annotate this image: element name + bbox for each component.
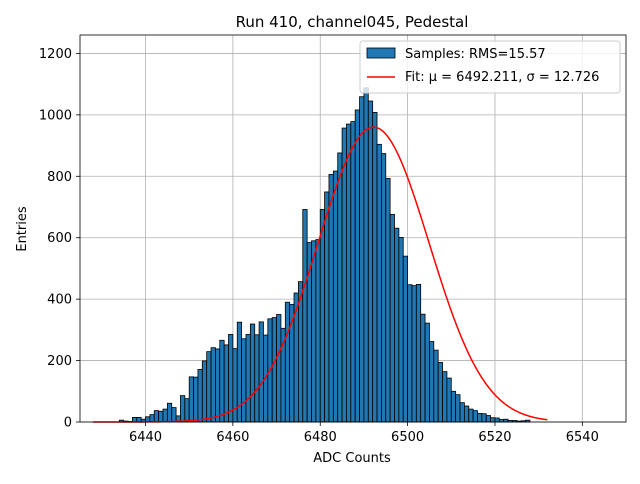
y-axis-label: Entries: [15, 206, 30, 252]
histogram-bar: [354, 109, 360, 423]
y-tick-label: 1200: [39, 47, 72, 62]
x-tick-label: 6500: [391, 430, 424, 445]
histogram-bar: [180, 395, 186, 423]
histogram-bar: [258, 321, 264, 423]
histogram-bar: [158, 410, 164, 423]
histogram-bar: [407, 284, 413, 423]
histogram-bar: [311, 240, 317, 423]
histogram-bar: [210, 347, 216, 423]
legend-swatch-samples: [366, 47, 396, 59]
histogram-bar: [337, 152, 343, 423]
histogram-bar: [363, 87, 369, 423]
legend-box: [359, 40, 621, 94]
plot-frame: [79, 34, 627, 423]
legend-label-samples: Samples: RMS=15.57: [405, 47, 546, 62]
histogram-bar: [171, 407, 177, 423]
histogram-bar: [332, 170, 339, 423]
y-tick-label: 400: [47, 293, 72, 308]
histogram-bar: [201, 360, 208, 423]
y-tick-label: 200: [47, 354, 72, 369]
histogram-bar: [219, 339, 225, 423]
histogram-bar: [162, 408, 168, 423]
histogram-bar: [481, 413, 487, 423]
histogram-bar: [276, 314, 282, 423]
histogram-bar: [446, 377, 452, 423]
histogram-bar: [249, 323, 256, 423]
histogram-bar: [328, 174, 334, 423]
x-tick-label: 6520: [478, 430, 511, 445]
histogram-bar: [376, 143, 382, 423]
x-tick-label: 6460: [216, 430, 249, 445]
histogram-bar: [485, 415, 491, 423]
histogram-bar: [188, 376, 194, 423]
y-axis-ticks: 0 200 400 600 800 1000 1200: [39, 47, 80, 431]
histogram-bar: [402, 255, 408, 423]
histogram-bar: [437, 362, 443, 423]
histogram-bar: [372, 112, 378, 423]
histogram-bar: [415, 283, 422, 423]
histogram-bar: [215, 348, 221, 423]
histogram-bar: [490, 417, 496, 423]
histogram-bar: [442, 371, 448, 423]
y-tick-label: 600: [47, 231, 72, 246]
histogram-bar: [197, 369, 203, 423]
histogram-bar: [228, 334, 234, 423]
histogram-bar: [206, 351, 212, 423]
histogram-bar: [433, 349, 439, 423]
histogram-bar: [319, 209, 326, 423]
y-tick-label: 800: [47, 170, 72, 185]
legend-label-fit: Fit: μ = 6492.211, σ = 12.726: [405, 70, 599, 85]
histogram-bar: [346, 123, 352, 423]
histogram-bar: [193, 376, 199, 423]
histogram-bar: [223, 344, 229, 423]
x-tick-label: 6480: [304, 430, 337, 445]
x-tick-label: 6540: [566, 430, 599, 445]
histogram-bar: [245, 334, 251, 423]
x-tick-label: 6440: [129, 430, 162, 445]
histogram-bar: [367, 100, 374, 423]
chart-title: Run 410, channel045, Pedestal: [236, 13, 469, 31]
histogram-bar: [385, 178, 391, 423]
histogram-bar: [389, 213, 395, 423]
histogram-bar: [411, 285, 417, 423]
histogram-bar: [394, 227, 400, 423]
x-axis-ticks: 6440 6460 6480 6500 6520 6540: [129, 422, 599, 445]
histogram-bar: [184, 398, 190, 423]
histogram-bar: [254, 334, 260, 423]
histogram-bar: [503, 418, 509, 423]
histogram-bar: [398, 237, 404, 423]
histogram-bar: [494, 417, 500, 423]
histogram-bar: [232, 348, 238, 423]
histogram-bar: [149, 414, 155, 423]
histogram-bar: [341, 127, 347, 423]
histogram-bar: [153, 410, 160, 423]
histogram-bar: [241, 338, 247, 423]
histogram-bar: [380, 153, 387, 423]
histogram-bar: [302, 209, 308, 423]
histogram-bar: [166, 402, 173, 423]
y-tick-label: 0: [64, 416, 72, 431]
histogram-bar: [359, 96, 365, 423]
histogram-bar: [459, 402, 465, 423]
histogram-bars: [118, 87, 531, 423]
histogram-bar: [468, 408, 474, 423]
legend: Samples: RMS=15.57 Fit: μ = 6492.211, σ …: [359, 40, 621, 94]
histogram-bar: [271, 317, 277, 423]
histogram-bar: [477, 412, 483, 423]
histogram-bar: [350, 121, 356, 423]
histogram-bar: [450, 390, 457, 423]
histogram-bar: [284, 301, 291, 423]
histogram-bar: [424, 322, 430, 423]
histogram-bar: [429, 341, 435, 423]
histogram-bar: [463, 405, 470, 423]
histogram-bar: [420, 313, 426, 423]
y-tick-label: 1000: [39, 108, 72, 123]
x-axis-label: ADC Counts: [313, 451, 391, 466]
histogram-bar: [315, 239, 321, 423]
histogram-bar: [472, 410, 478, 423]
histogram-bar: [324, 191, 330, 423]
histogram-bar: [455, 394, 461, 423]
